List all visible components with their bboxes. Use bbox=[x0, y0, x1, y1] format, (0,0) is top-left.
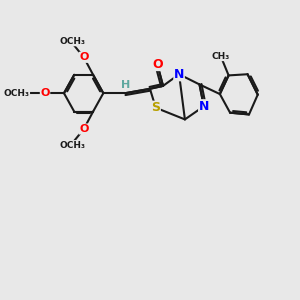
Text: N: N bbox=[174, 68, 184, 81]
Text: CH₃: CH₃ bbox=[212, 52, 230, 61]
Text: OCH₃: OCH₃ bbox=[60, 37, 86, 46]
Text: O: O bbox=[40, 88, 50, 98]
Text: O: O bbox=[79, 52, 88, 62]
Text: N: N bbox=[199, 100, 209, 113]
Text: S: S bbox=[151, 101, 160, 114]
Text: OCH₃: OCH₃ bbox=[60, 140, 86, 149]
Text: OCH₃: OCH₃ bbox=[4, 89, 30, 98]
Text: O: O bbox=[79, 124, 88, 134]
Text: H: H bbox=[121, 80, 130, 90]
Text: O: O bbox=[152, 58, 163, 70]
